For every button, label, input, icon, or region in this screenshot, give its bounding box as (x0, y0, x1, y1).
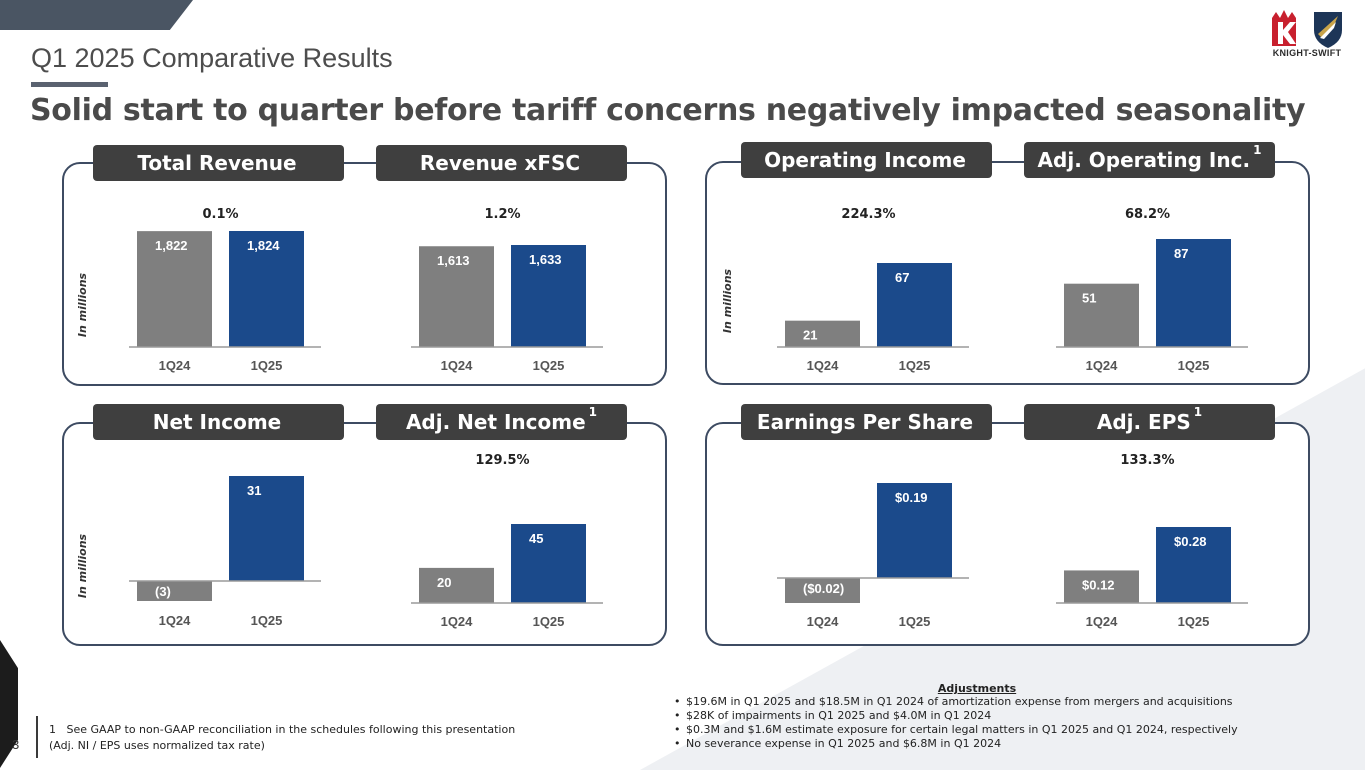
percent-change-label: 68.2% (1125, 207, 1170, 222)
tab-label: Earnings Per Share (756, 410, 974, 434)
swift-shield-icon (1314, 12, 1342, 48)
bar-1q25 (229, 476, 304, 581)
category-tick-label: 1Q25 (899, 358, 931, 373)
category-tick-label: 1Q25 (1178, 614, 1210, 629)
bar-value-label: 1,822 (155, 238, 188, 253)
adjustment-item: $28K of impairments in Q1 2025 and $4.0M… (672, 709, 1292, 723)
bar-value-label: 20 (437, 575, 451, 590)
category-tick-label: 1Q25 (533, 358, 565, 373)
bar-value-label: $0.12 (1082, 577, 1115, 592)
tab-adj-eps: Adj. EPS 1 (1024, 404, 1275, 440)
bar-value-label: 45 (529, 531, 543, 546)
category-tick-label: 1Q25 (1178, 358, 1210, 373)
percent-change-label: 133.3% (1120, 453, 1174, 468)
page-number: 3 (12, 737, 20, 752)
page-title: Q1 2025 Comparative Results (31, 43, 393, 73)
tab-label: Adj. EPS (1096, 410, 1191, 434)
footnote-line-2: (Adj. NI / EPS uses normalized tax rate) (49, 739, 265, 752)
bar-value-label: 87 (1174, 246, 1188, 261)
bar-1q25 (229, 231, 304, 347)
adjustments-box: Adjustments $19.6M in Q1 2025 and $18.5M… (672, 682, 1292, 751)
footnote-line-1: 1 See GAAP to non-GAAP reconciliation in… (49, 723, 516, 736)
tab-label: Revenue xFSC (419, 151, 581, 175)
tab-adj-operating-income: Adj. Operating Inc. 1 (1024, 142, 1275, 178)
bar-1q24 (137, 581, 212, 601)
tab-superscript: 1 (588, 405, 598, 419)
bar-1q25 (511, 245, 586, 347)
knight-k-icon (1272, 10, 1296, 46)
title-underline (31, 82, 108, 87)
percent-change-label: 1.2% (484, 207, 520, 222)
tab-eps: Earnings Per Share (741, 404, 992, 440)
y-axis-label: In millions (76, 533, 89, 598)
category-tick-label: 1Q24 (441, 614, 474, 629)
bar-value-label: 67 (895, 270, 909, 285)
category-tick-label: 1Q25 (251, 358, 283, 373)
bar-value-label: 21 (803, 328, 817, 343)
bar-1q25 (1156, 239, 1231, 347)
tab-label: Operating Income (764, 148, 966, 172)
knight-swift-logo (1272, 10, 1342, 48)
category-tick-label: 1Q24 (1086, 614, 1119, 629)
category-tick-label: 1Q25 (899, 614, 931, 629)
category-tick-label: 1Q25 (533, 614, 565, 629)
bar-value-label: $0.28 (1174, 534, 1207, 549)
bar-1q25 (511, 524, 586, 603)
bar-1q24 (419, 246, 494, 347)
bar-value-label: 1,633 (529, 252, 562, 267)
category-tick-label: 1Q24 (807, 614, 840, 629)
percent-change-label: 0.1% (202, 207, 238, 222)
percent-change-label: 129.5% (475, 453, 529, 468)
y-axis-label: In millions (76, 272, 89, 337)
tab-total-revenue: Total Revenue (93, 145, 344, 181)
bar-1q24 (785, 320, 860, 347)
tab-label: Net Income (152, 410, 282, 434)
category-tick-label: 1Q24 (441, 358, 474, 373)
adjustment-item: $19.6M in Q1 2025 and $18.5M in Q1 2024 … (672, 695, 1292, 709)
tab-adj-net-income: Adj. Net Income 1 (376, 404, 627, 440)
bar-1q24 (1064, 570, 1139, 603)
tab-label: Total Revenue (137, 151, 297, 175)
adjustment-item: $0.3M and $1.6M estimate exposure for ce… (672, 723, 1292, 737)
tab-net-income: Net Income (93, 404, 344, 440)
bar-value-label: ($0.02) (803, 581, 844, 596)
y-axis-label: In millions (721, 268, 734, 333)
tab-revenue-xfsc: Revenue xFSC (376, 145, 627, 181)
bar-1q24 (419, 567, 494, 603)
bar-1q24 (137, 231, 212, 347)
tab-label: Adj. Operating Inc. (1037, 148, 1251, 172)
bar-value-label: 31 (247, 483, 261, 498)
category-tick-label: 1Q25 (251, 613, 283, 628)
bar-1q25 (877, 263, 952, 347)
side-accent-tab (0, 640, 18, 768)
bar-1q25 (1156, 527, 1231, 603)
bar-1q25 (877, 483, 952, 578)
logo-wordmark: KNIGHT-SWIFT (1272, 48, 1342, 58)
footnote-divider (36, 716, 38, 758)
bar-value-label: 1,613 (437, 253, 470, 268)
panel-eps (705, 422, 1310, 646)
footnote: 1 See GAAP to non-GAAP reconciliation in… (49, 722, 515, 754)
adjustments-list: $19.6M in Q1 2025 and $18.5M in Q1 2024 … (672, 695, 1292, 751)
bar-value-label: (3) (155, 584, 171, 599)
adjustments-title: Adjustments (937, 682, 1017, 695)
tab-operating-income: Operating Income (741, 142, 992, 178)
category-tick-label: 1Q24 (1086, 358, 1119, 373)
category-tick-label: 1Q24 (159, 613, 192, 628)
bar-1q24 (785, 578, 860, 603)
adjustment-item: No severance expense in Q1 2025 and $6.8… (672, 737, 1292, 751)
bar-value-label: 1,824 (247, 238, 280, 253)
bar-1q24 (1064, 283, 1139, 347)
category-tick-label: 1Q24 (807, 358, 840, 373)
tab-label: Adj. Net Income (405, 410, 586, 434)
category-tick-label: 1Q24 (159, 358, 192, 373)
tab-superscript: 1 (1193, 405, 1203, 419)
bar-value-label: 51 (1082, 291, 1096, 306)
top-accent-band (0, 0, 193, 30)
percent-change-label: 224.3% (841, 207, 895, 222)
tab-superscript: 1 (1253, 143, 1262, 157)
bar-value-label: $0.19 (895, 490, 928, 505)
page-subtitle: Solid start to quarter before tariff con… (30, 93, 1306, 128)
